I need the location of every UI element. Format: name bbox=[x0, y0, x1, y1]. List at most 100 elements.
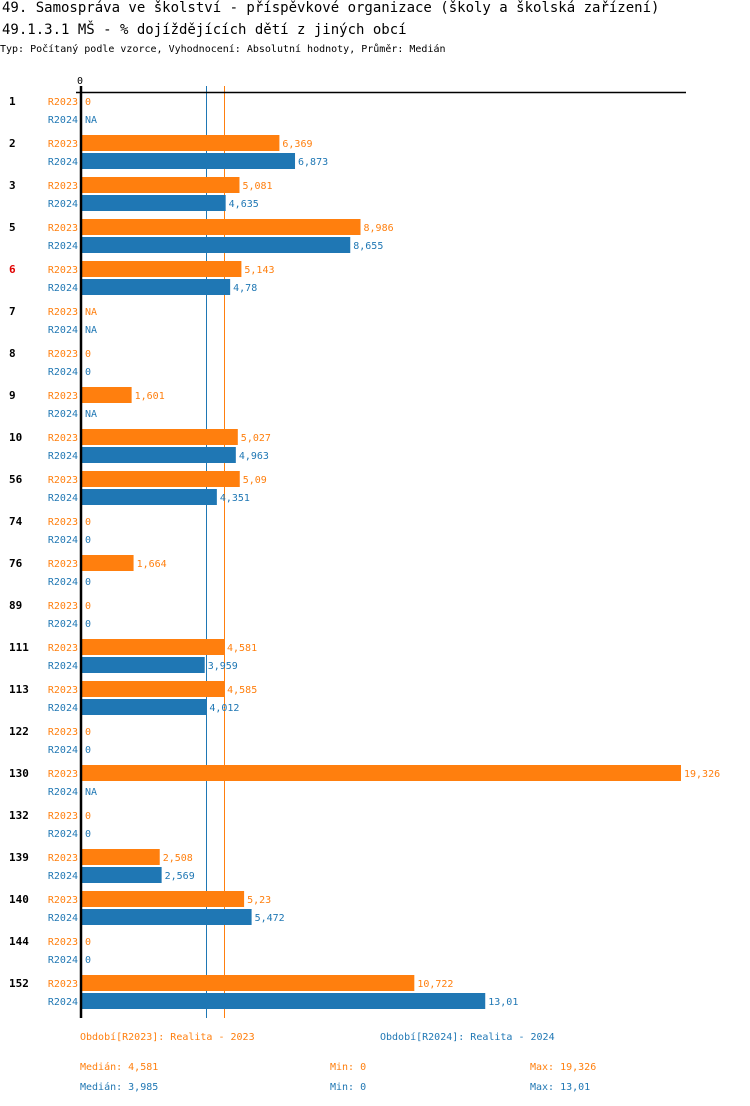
category-label: 2 bbox=[9, 137, 16, 150]
category-label: 7 bbox=[9, 305, 16, 318]
data-label-r2023: 4,581 bbox=[227, 643, 257, 654]
bar-r2024 bbox=[82, 867, 162, 883]
series-label-r2023: R2023 bbox=[48, 979, 78, 990]
data-label-r2023: 5,23 bbox=[247, 895, 271, 906]
series-label-r2023: R2023 bbox=[48, 517, 78, 528]
bar-r2023 bbox=[82, 387, 132, 403]
data-label-r2024: 4,78 bbox=[233, 283, 257, 294]
bar-r2023 bbox=[82, 975, 415, 991]
series-label-r2023: R2023 bbox=[48, 433, 78, 444]
bar-r2024 bbox=[82, 993, 486, 1009]
stat-max-r2023: Max: 19,326 bbox=[530, 1062, 597, 1073]
series-label-r2024: R2024 bbox=[48, 619, 78, 630]
category-label: 56 bbox=[9, 473, 23, 486]
series-label-r2024: R2024 bbox=[48, 409, 78, 420]
series-label-r2023: R2023 bbox=[48, 391, 78, 402]
stat-max-r2024: Max: 13,01 bbox=[530, 1082, 591, 1093]
data-label-r2023: 0 bbox=[85, 517, 91, 528]
category-label: 3 bbox=[9, 179, 16, 192]
data-label-r2023: 0 bbox=[85, 727, 91, 738]
x-tick-label: 0 bbox=[77, 76, 83, 87]
category-label: 152 bbox=[9, 977, 29, 990]
series-label-r2023: R2023 bbox=[48, 475, 78, 486]
data-label-r2023: 5,143 bbox=[244, 265, 274, 276]
bar-r2024 bbox=[82, 195, 226, 211]
series-label-r2023: R2023 bbox=[48, 769, 78, 780]
bar-r2024 bbox=[82, 237, 351, 253]
bar-r2024 bbox=[82, 447, 236, 463]
bar-r2024 bbox=[82, 153, 296, 169]
series-label-r2023: R2023 bbox=[48, 937, 78, 948]
data-label-r2023: 19,326 bbox=[684, 769, 720, 780]
category-label: 10 bbox=[9, 431, 22, 444]
series-label-r2024: R2024 bbox=[48, 535, 78, 546]
series-label-r2024: R2024 bbox=[48, 241, 78, 252]
legend-r2024: Období[R2024]: Realita - 2024 bbox=[380, 1032, 555, 1043]
bar-r2024 bbox=[82, 489, 217, 505]
bar-r2023 bbox=[82, 471, 240, 487]
bar-r2023 bbox=[82, 429, 238, 445]
data-label-r2024: 0 bbox=[85, 745, 91, 756]
data-label-r2023: 6,369 bbox=[282, 139, 312, 150]
series-label-r2024: R2024 bbox=[48, 115, 78, 126]
category-label: 6 bbox=[9, 263, 16, 276]
series-label-r2024: R2024 bbox=[48, 577, 78, 588]
category-label: 144 bbox=[9, 935, 29, 948]
series-label-r2024: R2024 bbox=[48, 829, 78, 840]
category-label: 5 bbox=[9, 221, 16, 234]
data-label-r2023: NA bbox=[85, 307, 97, 318]
data-label-r2024: 0 bbox=[85, 619, 91, 630]
bar-r2023 bbox=[82, 765, 681, 781]
category-label: 139 bbox=[9, 851, 29, 864]
series-label-r2023: R2023 bbox=[48, 181, 78, 192]
series-label-r2024: R2024 bbox=[48, 157, 78, 168]
data-label-r2024: NA bbox=[85, 115, 97, 126]
bar-r2023 bbox=[82, 261, 242, 277]
data-label-r2023: 2,508 bbox=[163, 853, 193, 864]
series-label-r2024: R2024 bbox=[48, 199, 78, 210]
series-label-r2023: R2023 bbox=[48, 811, 78, 822]
data-label-r2024: 4,351 bbox=[220, 493, 250, 504]
series-label-r2023: R2023 bbox=[48, 307, 78, 318]
data-label-r2024: 2,569 bbox=[165, 871, 195, 882]
data-label-r2024: 0 bbox=[85, 367, 91, 378]
data-label-r2023: 5,09 bbox=[243, 475, 267, 486]
bar-r2023 bbox=[82, 891, 245, 907]
series-label-r2024: R2024 bbox=[48, 451, 78, 462]
series-label-r2024: R2024 bbox=[48, 367, 78, 378]
data-label-r2024: 6,873 bbox=[298, 157, 328, 168]
series-label-r2023: R2023 bbox=[48, 895, 78, 906]
data-label-r2023: 0 bbox=[85, 349, 91, 360]
series-label-r2024: R2024 bbox=[48, 703, 78, 714]
category-label: 89 bbox=[9, 599, 22, 612]
data-label-r2023: 0 bbox=[85, 811, 91, 822]
data-label-r2024: 13,01 bbox=[488, 997, 518, 1008]
series-label-r2023: R2023 bbox=[48, 223, 78, 234]
category-label: 74 bbox=[9, 515, 23, 528]
category-label: 9 bbox=[9, 389, 16, 402]
legend-r2023: Období[R2023]: Realita - 2023 bbox=[80, 1032, 255, 1043]
series-label-r2023: R2023 bbox=[48, 559, 78, 570]
series-label-r2024: R2024 bbox=[48, 325, 78, 336]
stat-median-r2024: Medián: 3,985 bbox=[80, 1082, 159, 1093]
bar-r2023 bbox=[82, 219, 361, 235]
data-label-r2024: NA bbox=[85, 409, 97, 420]
bar-r2024 bbox=[82, 279, 231, 295]
series-label-r2024: R2024 bbox=[48, 913, 78, 924]
data-label-r2023: 0 bbox=[85, 97, 91, 108]
series-label-r2023: R2023 bbox=[48, 601, 78, 612]
data-label-r2023: 8,986 bbox=[364, 223, 394, 234]
series-label-r2023: R2023 bbox=[48, 139, 78, 150]
bar-r2024 bbox=[82, 699, 207, 715]
data-label-r2023: 0 bbox=[85, 937, 91, 948]
series-label-r2024: R2024 bbox=[48, 787, 78, 798]
category-label: 1 bbox=[9, 95, 16, 108]
bar-r2023 bbox=[82, 135, 280, 151]
stat-min-r2023: Min: 0 bbox=[330, 1062, 367, 1073]
bar-r2024 bbox=[82, 909, 252, 925]
category-label: 130 bbox=[9, 767, 29, 780]
data-label-r2024: 3,959 bbox=[208, 661, 238, 672]
series-label-r2024: R2024 bbox=[48, 955, 78, 966]
data-label-r2024: 5,472 bbox=[255, 913, 285, 924]
category-label: 8 bbox=[9, 347, 16, 360]
